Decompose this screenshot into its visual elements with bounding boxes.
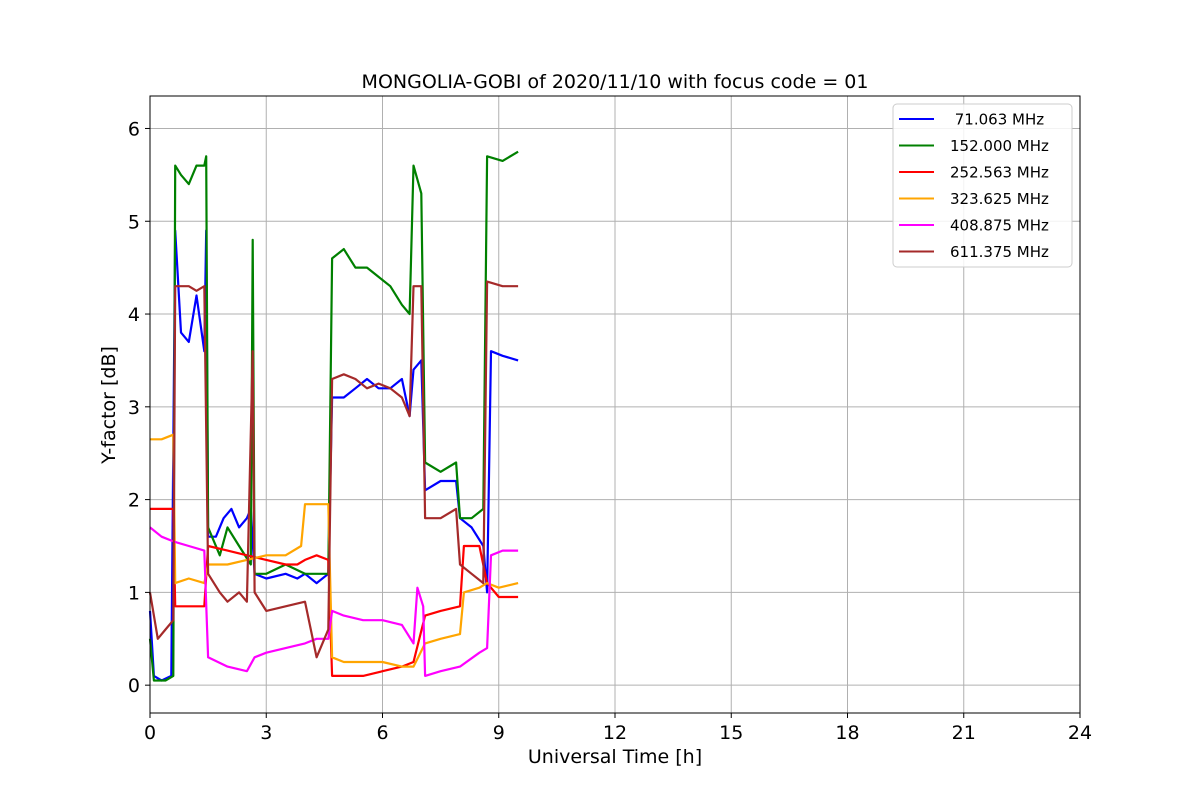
x-tick-label-1: 3 bbox=[260, 722, 272, 744]
x-tick-label-0: 0 bbox=[144, 722, 156, 744]
x-tick-label-2: 6 bbox=[376, 722, 388, 744]
series-layer bbox=[148, 150, 519, 682]
y-axis-label: Y-factor [dB] bbox=[98, 346, 120, 465]
legend-label-5: 611.375 MHz bbox=[950, 243, 1049, 261]
legend-label-1: 152.000 MHz bbox=[950, 137, 1049, 155]
x-tick-label-8: 24 bbox=[1068, 722, 1092, 744]
x-tick-label-5: 15 bbox=[719, 722, 743, 744]
chart-title: MONGOLIA-GOBI of 2020/11/10 with focus c… bbox=[362, 71, 869, 93]
series-line-4 bbox=[149, 526, 519, 678]
y-tick-label-6: 6 bbox=[128, 118, 140, 140]
x-tick-label-7: 21 bbox=[952, 722, 976, 744]
x-tick-label-3: 9 bbox=[493, 722, 505, 744]
y-tick-label-0: 0 bbox=[128, 675, 140, 697]
legend-label-0: 71.063 MHz bbox=[950, 111, 1044, 129]
x-tick-label-6: 18 bbox=[835, 722, 859, 744]
series-line-3 bbox=[150, 433, 519, 668]
series-line-0 bbox=[148, 229, 519, 682]
y-tick-label-2: 2 bbox=[128, 490, 140, 512]
x-axis-label: Universal Time [h] bbox=[528, 746, 702, 768]
series-line-5 bbox=[148, 280, 519, 659]
legend-label-4: 408.875 MHz bbox=[950, 217, 1049, 235]
y-tick-label-5: 5 bbox=[128, 211, 140, 233]
x-axis: 0 3 6 9 12 15 18 21 24 bbox=[144, 713, 1092, 744]
legend-box bbox=[892, 103, 1073, 268]
legend-label-3: 323.625 MHz bbox=[950, 190, 1049, 208]
y-tick-label-1: 1 bbox=[128, 582, 140, 604]
legend: 71.063 MHz 152.000 MHz 252.563 MHz 323.625 … bbox=[892, 103, 1073, 268]
x-tick-label-4: 12 bbox=[603, 722, 627, 744]
y-axis: 0 1 2 3 4 5 6 bbox=[128, 118, 150, 697]
y-tick-label-3: 3 bbox=[128, 397, 140, 419]
series-line-1 bbox=[148, 150, 519, 682]
legend-label-2: 252.563 MHz bbox=[950, 164, 1049, 182]
y-tick-label-4: 4 bbox=[128, 304, 140, 326]
